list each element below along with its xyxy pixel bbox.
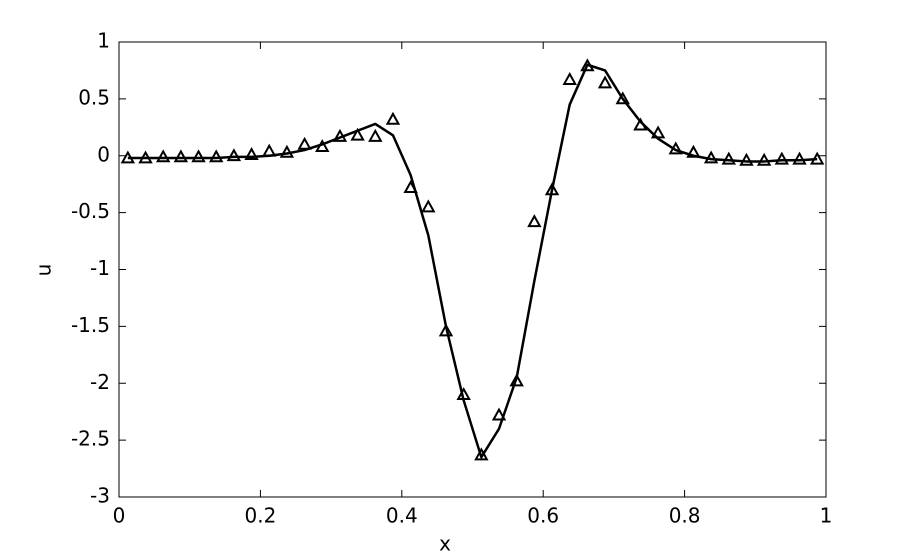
x-axis-label: x: [439, 532, 451, 556]
triangle-marker: [226, 148, 242, 162]
triangle-marker: [562, 71, 577, 85]
triangle-marker: [438, 323, 454, 337]
x-tick-label: 0.2: [244, 504, 276, 528]
triangle-marker: [173, 149, 189, 163]
triangle-marker: [297, 136, 312, 150]
triangle-marker: [703, 150, 719, 164]
triangle-marker: [120, 150, 136, 164]
triangle-marker: [244, 147, 259, 161]
triangle-marker: [633, 117, 648, 131]
y-tick-label: -1.5: [71, 313, 110, 337]
triangle-marker: [155, 149, 171, 163]
triangle-marker: [279, 144, 295, 158]
triangle-marker: [668, 141, 683, 155]
triangle-marker: [650, 125, 666, 139]
triangle-marker: [385, 111, 401, 125]
triangle-marker: [721, 151, 736, 165]
x-tick-label: 0: [113, 504, 126, 528]
y-tick-label: 1: [97, 29, 110, 53]
triangle-marker: [509, 373, 524, 387]
triangle-marker: [209, 149, 224, 163]
triangle-marker: [615, 91, 630, 105]
triangle-marker: [792, 151, 807, 165]
y-tick-label: -2: [90, 370, 110, 394]
y-tick-label: 0.5: [78, 85, 110, 109]
triangle-marker: [332, 128, 348, 142]
y-tick-label: -3: [90, 484, 110, 508]
triangle-marker: [597, 75, 613, 89]
triangle-marker: [191, 149, 206, 163]
y-tick-label: 0: [97, 142, 110, 166]
x-tick-label: 0.8: [669, 504, 701, 528]
triangle-marker: [403, 180, 418, 193]
triangle-marker: [739, 152, 754, 166]
triangle-marker: [774, 151, 790, 165]
triangle-marker: [580, 58, 595, 72]
data-line: [127, 63, 818, 459]
y-axis-label: u: [32, 264, 56, 277]
triangle-marker: [456, 387, 471, 401]
triangle-marker: [686, 144, 701, 158]
triangle-marker: [491, 407, 507, 421]
triangle-marker: [350, 127, 365, 141]
triangle-marker: [262, 143, 277, 157]
x-tick-label: 1: [820, 504, 833, 528]
triangle-marker: [368, 128, 383, 142]
y-tick-label: -0.5: [71, 199, 110, 223]
triangle-marker: [421, 199, 436, 213]
x-tick-label: 0.6: [527, 504, 559, 528]
triangle-marker: [315, 139, 330, 153]
triangle-marker: [138, 150, 153, 164]
triangle-marker: [756, 152, 772, 166]
triangle-marker: [544, 182, 560, 196]
triangle-marker: [474, 447, 489, 461]
x-tick-label: 0.4: [386, 504, 418, 528]
y-tick-label: -1: [90, 256, 110, 280]
triangle-marker: [809, 151, 825, 165]
y-tick-label: -2.5: [71, 427, 110, 451]
triangle-marker: [527, 214, 542, 228]
